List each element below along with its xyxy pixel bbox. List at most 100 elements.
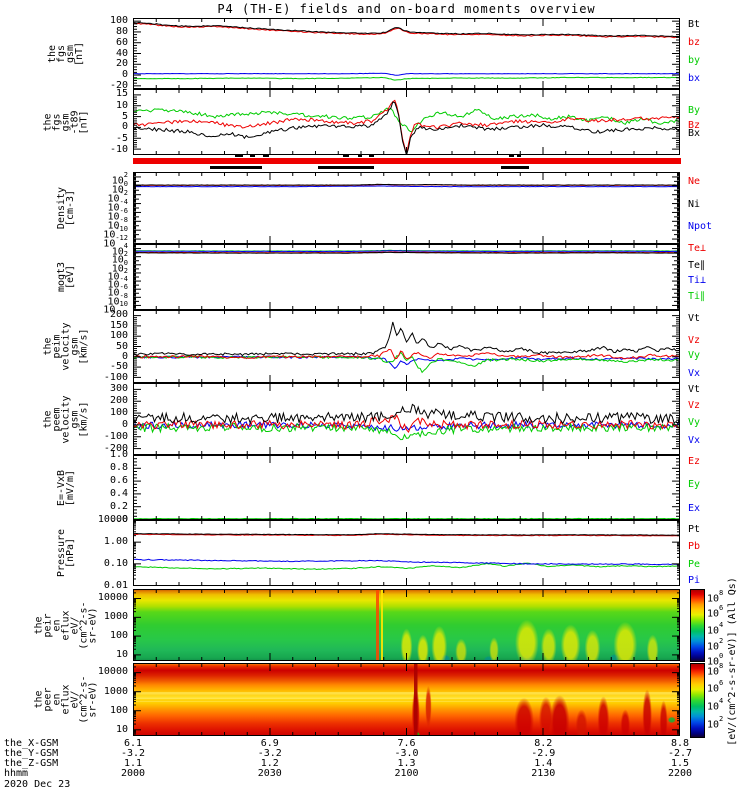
ytick-density-3: 10-4: [107, 197, 128, 213]
panel-pressure: [133, 520, 680, 586]
series-fgs-gsm-bx: [133, 72, 680, 76]
axis-value-0-0: 6.1: [123, 738, 143, 749]
colorbar-tick-0-2: 104: [707, 620, 724, 636]
ytick-fgs-gsm-t89-1: 10: [115, 99, 128, 111]
ytick-mogt3-3: 10-2: [107, 266, 128, 283]
ytick-peem-velocity-3: 0: [121, 418, 128, 430]
axis-row-label-1: the_Y-GSM: [4, 748, 59, 759]
axis-value-3-4: 2200: [667, 768, 693, 779]
legend-peim-velocity-vy: Vy: [688, 350, 701, 361]
colorbar-tick-0-1: 106: [707, 604, 724, 620]
ytick-mogt3-4: 10-4: [107, 275, 128, 291]
panel-mogt3: [133, 244, 680, 310]
colorbar-label: [eV/(cm^2-s-sr-eV)] (All Qs): [726, 576, 738, 746]
colorbar-1: [690, 663, 705, 738]
series-fgs-gsm-by: [133, 76, 680, 81]
spectrogram-image-peir-spectrogram: [133, 589, 680, 661]
ytick-peir-spectrogram-0: 10000: [97, 592, 128, 604]
legend-pressure-pt: Pt: [688, 524, 701, 535]
ytick-fgs-gsm-t89-5: -10: [109, 143, 128, 155]
colorbar-tick-0-4: 100: [707, 651, 724, 668]
legend-peim-velocity-vx: Vx: [688, 368, 701, 379]
series-fgs-gsm-t89-Bx: [133, 101, 680, 155]
ytick-density-7: 10-12: [103, 233, 128, 249]
ylabel-e-vxb: E=-VxB [mV/m]: [56, 469, 76, 506]
ylabel-wrap-fgs-gsm-t89: the fgs gsm -t89 [nT]: [26, 89, 106, 155]
ylabel-fgs-gsm-t89: the fgs gsm -t89 [nT]: [42, 109, 90, 135]
legend-e-vxb-ez: Ez: [688, 456, 701, 467]
legend-fgs-gsm-bx: bx: [688, 73, 701, 84]
ytick-peir-spectrogram-3: 10: [115, 649, 128, 661]
ytick-density-4: 10-6: [107, 206, 128, 222]
axis-value-2-3: 1.4: [534, 758, 553, 769]
legend-peem-velocity-vz: Vz: [688, 400, 701, 411]
ytick-peer-spectrogram-1: 1000: [103, 685, 128, 697]
axis-value-1-2: -3.0: [394, 748, 419, 759]
roi-dash-below-2: [500, 166, 529, 169]
series-peim-velocity-Vx: [133, 355, 680, 370]
ytick-peem-velocity-4: -100: [103, 431, 128, 442]
ytick-peim-velocity-1: 150: [109, 319, 128, 331]
ytick-density-1: 100: [111, 179, 128, 195]
roi-dash-above-1: [250, 154, 255, 157]
legend-fgs-gsm-by: by: [688, 55, 701, 66]
series-peem-velocity-Vz: [133, 414, 680, 434]
colorbar-label-wrap: [eV/(cm^2-s-sr-eV)] (All Qs): [716, 577, 748, 746]
panel-peem-velocity: [133, 383, 680, 455]
ytick-density-5: 10-8: [107, 215, 128, 231]
axis-value-1-3: -2.9: [531, 748, 556, 759]
ytick-e-vxb-1: 0.8: [109, 462, 128, 473]
panel-fgs-gsm-t89: [133, 89, 680, 155]
roi-dash-above-0: [234, 154, 243, 157]
axis-value-2-4: 1.5: [670, 758, 690, 769]
spectrogram-image-peer-spectrogram: [133, 663, 680, 736]
legend-e-vxb-ex: Ex: [688, 503, 701, 514]
colorbar-0: [690, 589, 705, 662]
legend-fgs-gsm-t89-bx: Bx: [688, 128, 701, 139]
ytick-peem-velocity-0: 300: [109, 382, 128, 394]
ytick-peem-velocity-1: 200: [109, 395, 128, 406]
legend-pressure-pe: Pe: [688, 559, 701, 570]
ytick-peim-velocity-3: 50: [115, 340, 128, 352]
legend-fgs-gsm-bz: bz: [688, 37, 701, 48]
ylabel-fgs-gsm: the fgs gsm [nT]: [47, 41, 85, 66]
legend-mogt3-te: Te⊥: [688, 243, 707, 254]
ytick-fgs-gsm-2: 60: [115, 36, 128, 48]
axis-value-3-0: 2000: [120, 768, 146, 779]
axis-value-2-2: 1.3: [397, 758, 416, 769]
axis-value-2-0: 1.1: [123, 758, 143, 769]
ytick-fgs-gsm-t89-4: -5: [115, 132, 128, 144]
panel-canvas-pressure: [133, 520, 680, 586]
axis-value-0-2: 7.6: [397, 738, 416, 749]
ylabel-wrap-e-vxb: E=-VxB [mV/m]: [26, 455, 106, 520]
roi-dash-below-0: [210, 166, 263, 169]
ytick-fgs-gsm-t89-0: 15: [115, 88, 128, 100]
panel-fgs-gsm: [133, 18, 680, 89]
ytick-mogt3-5: 10-6: [107, 283, 128, 299]
axis-value-0-4: 8.8: [670, 738, 690, 749]
ytick-e-vxb-4: 0.2: [109, 501, 128, 512]
legend-pressure-pb: Pb: [688, 541, 701, 552]
panel-canvas-e-vxb: [133, 455, 680, 520]
legend-pressure-pi: Pi: [688, 575, 701, 586]
series-fgs-gsm-t89-By: [133, 107, 680, 133]
ytick-fgs-gsm-1: 80: [115, 25, 128, 37]
series-pressure-Pe: [133, 562, 680, 571]
ytick-peer-spectrogram-0: 10000: [97, 666, 128, 678]
ylabel-wrap-fgs-gsm: the fgs gsm [nT]: [26, 18, 106, 89]
ytick-peer-spectrogram-2: 100: [109, 704, 128, 716]
axis-row-label-2: the_Z-GSM: [4, 758, 59, 769]
legend-fgs-gsm-t89-bz: Bz: [688, 120, 701, 131]
ytick-pressure-3: 0.01: [103, 580, 128, 591]
panel-canvas-peim-velocity: [133, 310, 680, 383]
legend-e-vxb-ey: Ey: [688, 479, 701, 490]
series-peem-velocity-Vy: [133, 421, 680, 441]
roi-dash-above-2: [263, 154, 269, 157]
ytick-fgs-gsm-6: -20: [109, 80, 128, 92]
roi-dash-above-7: [516, 154, 521, 157]
legend-mogt3-ti: Ti⊥: [688, 275, 707, 286]
ytick-mogt3-7: 10-10: [103, 299, 128, 316]
plot-title: P4 (TH-E) fields and on-board moments ov…: [217, 2, 596, 16]
panel-peir-spectrogram: [133, 589, 680, 661]
axis-value-1-4: -2.7: [667, 748, 693, 759]
